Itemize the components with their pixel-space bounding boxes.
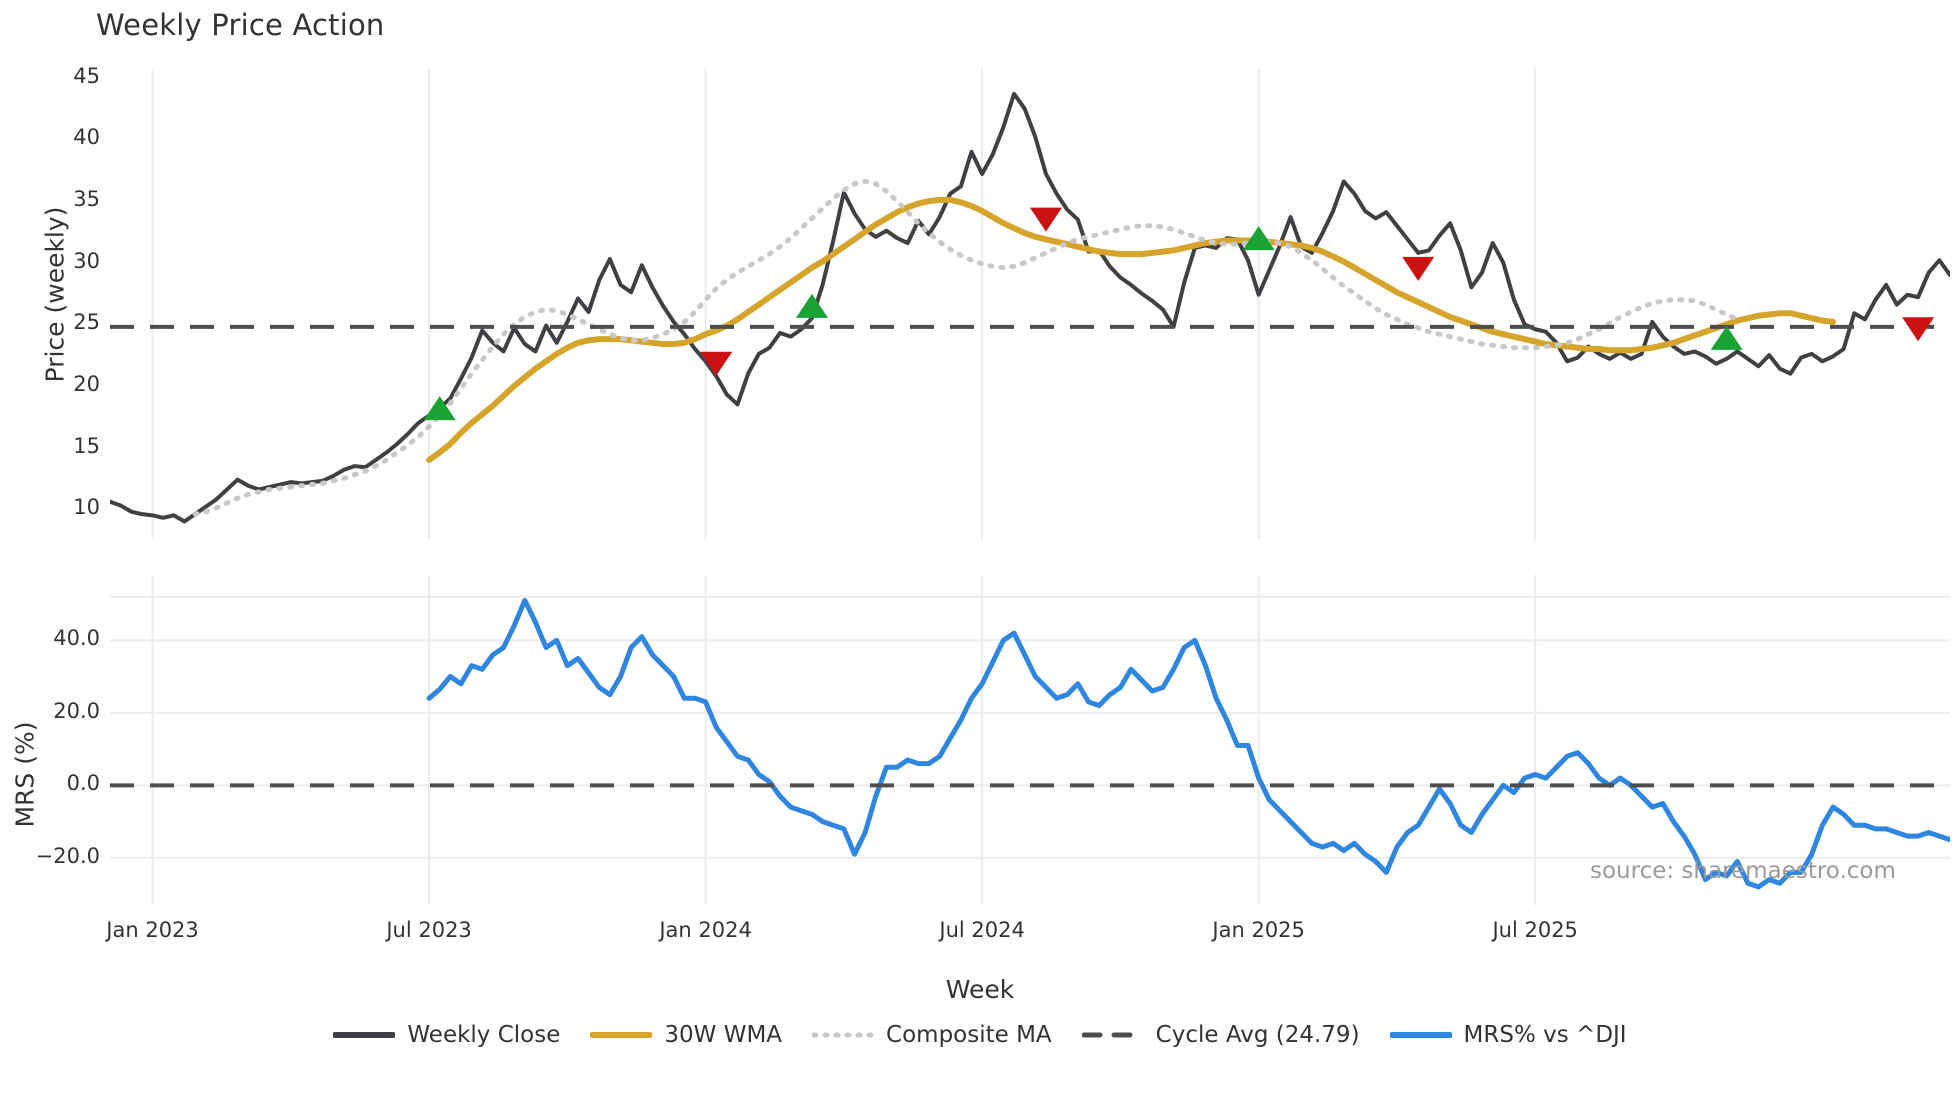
legend-label: MRS% vs ^DJI (1463, 1022, 1627, 1048)
legend-swatch-solid-icon (333, 1032, 396, 1038)
y-tick-label: 35 (73, 187, 100, 212)
series-line (192, 178, 1740, 517)
x-tick-label: Jul 2023 (386, 918, 472, 942)
legend-item[interactable]: Weekly Close (333, 1022, 560, 1048)
series-line (426, 597, 1950, 890)
y-tick-label: 10 (73, 495, 100, 520)
chart-legend: Weekly Close 30W WMA Composite MA Cycle Avg… (0, 1022, 1960, 1048)
series-line (110, 91, 1950, 524)
series-line (426, 196, 1837, 463)
price-panel (110, 68, 1950, 540)
buy-marker (423, 396, 456, 421)
y-tick-label: 45 (73, 63, 100, 88)
mrs-panel (110, 575, 1950, 905)
y-tick-label: −20.0 (35, 843, 100, 868)
legend-label: 30W WMA (664, 1022, 783, 1048)
legend-label: Composite MA (886, 1022, 1052, 1048)
y-tick-label: 40 (73, 125, 100, 150)
x-tick-label: Jan 2024 (659, 918, 752, 942)
legend-swatch-solid-icon (590, 1032, 653, 1038)
y-tick-label: 25 (73, 310, 100, 335)
x-tick-label: Jul 2024 (939, 918, 1025, 942)
x-tick-label: Jan 2025 (1212, 918, 1305, 942)
legend-item[interactable]: 30W WMA (590, 1022, 782, 1048)
x-tick-label: Jul 2025 (1492, 918, 1578, 942)
buy-marker (1710, 325, 1743, 350)
legend-item[interactable]: Cycle Avg (24.79) (1081, 1022, 1360, 1048)
chart-title: Weekly Price Action (96, 8, 385, 42)
y-tick-label: 40.0 (53, 626, 100, 651)
sell-marker (700, 351, 733, 376)
y-tick-label: 0.0 (66, 771, 100, 796)
y-tick-label: 20.0 (53, 698, 100, 723)
sell-marker (1902, 317, 1935, 342)
source-watermark: source: sharemaestro.com (1590, 858, 1896, 884)
buy-marker (1242, 226, 1275, 251)
legend-label: Weekly Close (407, 1022, 561, 1048)
sell-marker (1402, 256, 1435, 281)
y-tick-label: 30 (73, 248, 100, 273)
legend-swatch-dotted-icon (812, 1032, 875, 1038)
legend-item[interactable]: Composite MA (812, 1022, 1052, 1048)
x-tick-label: Jan 2023 (106, 918, 199, 942)
legend-item[interactable]: MRS% vs ^DJI (1389, 1022, 1627, 1048)
legend-swatch-solid-icon (1389, 1032, 1452, 1038)
y-tick-label: 15 (73, 433, 100, 458)
y-tick-label: 20 (73, 371, 100, 396)
legend-label: Cycle Avg (24.79) (1155, 1022, 1360, 1048)
x-axis-label: Week (945, 975, 1015, 1004)
legend-swatch-dashed-icon (1081, 1032, 1144, 1038)
buy-marker (795, 293, 828, 318)
sell-marker (1029, 207, 1062, 232)
price-axis-label: Price (weekly) (40, 206, 70, 383)
